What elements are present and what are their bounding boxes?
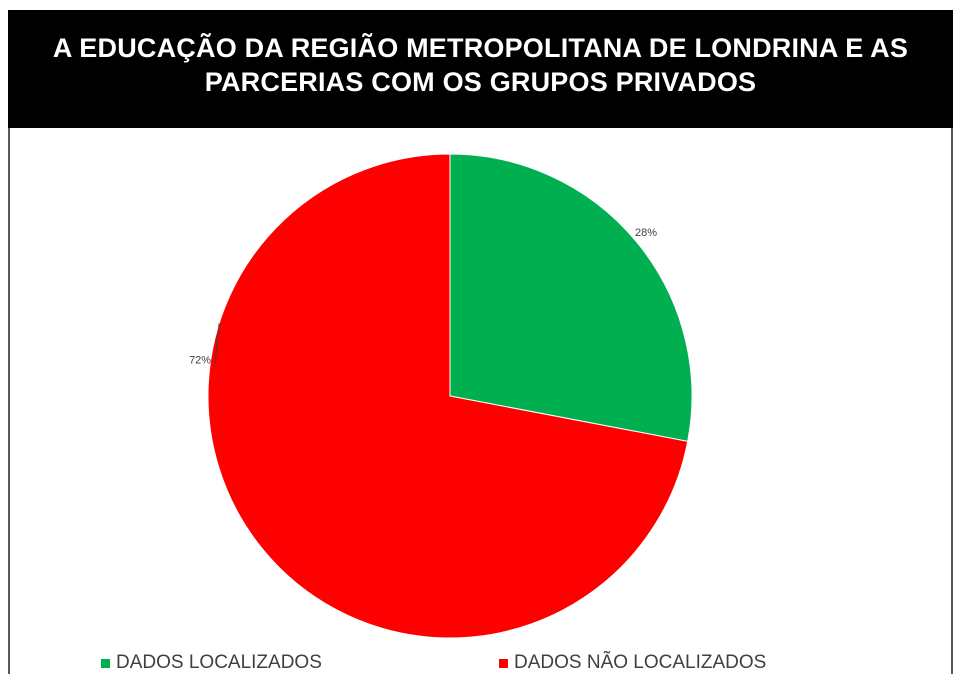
legend-label-dados-nao-localizados: DADOS NÃO LOCALIZADOS (514, 652, 767, 673)
legend-item-dados-localizados: DADOS LOCALIZADOS (101, 652, 322, 674)
slice-label-dados-nao-localizados: 72% (189, 355, 211, 367)
pie-slice-dados-localizados (449, 153, 693, 442)
legend: DADOS LOCALIZADOS DADOS NÃO LOCALIZADOS (10, 650, 955, 680)
legend-swatch-dados-nao-localizados (499, 658, 508, 668)
pie-slice-dados-nao-localizados (207, 153, 689, 639)
legend-swatch-dados-localizados (101, 658, 110, 668)
pie-chart: 28% 72% (189, 153, 693, 639)
chart-area: 28% 72% DADOS LOCALIZADOS DADOS NÃO LOCAL… (8, 128, 953, 674)
leader-line-dados-nao-localizados (214, 323, 220, 364)
title-bar: A EDUCAÇÃO DA REGIÃO METROPOLITANA DE LO… (8, 10, 953, 128)
chart-title: A EDUCAÇÃO DA REGIÃO METROPOLITANA DE LO… (52, 33, 909, 97)
legend-item-dados-nao-localizados: DADOS NÃO LOCALIZADOS (499, 652, 766, 674)
legend-label-dados-localizados: DADOS LOCALIZADOS (116, 652, 322, 673)
slice-label-dados-localizados: 28% (635, 227, 657, 239)
